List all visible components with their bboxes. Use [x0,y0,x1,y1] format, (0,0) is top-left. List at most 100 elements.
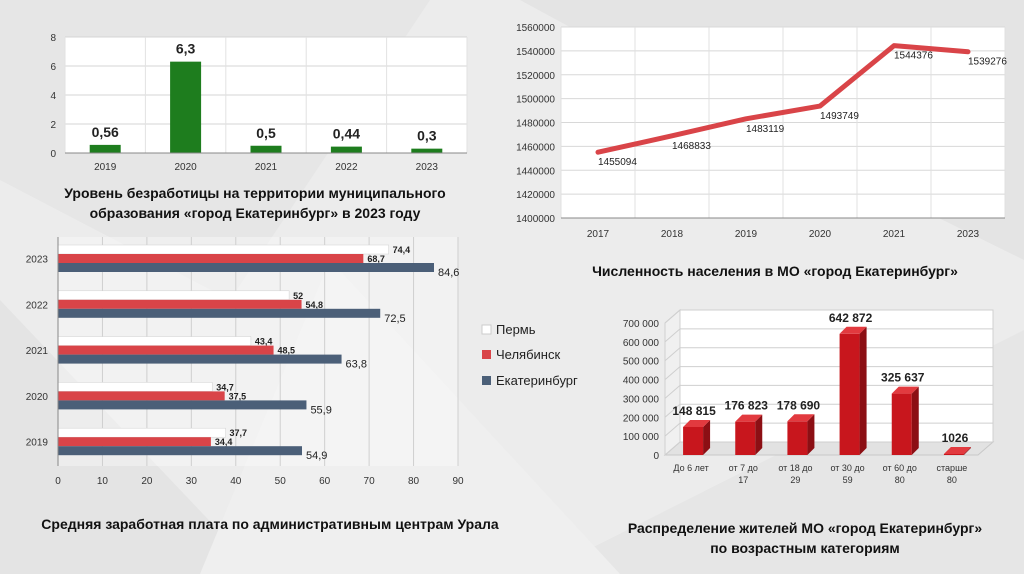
data-label: 642 872 [829,311,873,325]
legend-label: Пермь [496,322,536,337]
bar-top [683,419,711,427]
gridline [664,384,993,399]
bar [58,446,302,456]
age-caption-line2: по возрастным категориям [710,540,900,556]
gridline [664,366,993,380]
gridline [664,328,993,343]
x-tick-label: 70 [364,476,376,487]
gridline [664,347,993,362]
y-tick-label: 1400000 [516,214,555,225]
bar [787,421,808,455]
y-tick-label: 6 [50,62,56,73]
bar-top [839,326,867,334]
y-tick-label: 1500000 [516,95,555,106]
bar [58,345,274,355]
data-label: 176 823 [725,399,769,413]
y-tick-label: 2022 [26,300,49,311]
y-tick-label: 1480000 [516,119,555,130]
x-tick-label: 90 [452,476,464,487]
x-tick-label: 40 [230,476,242,487]
data-label: 34,4 [215,437,233,447]
bar [89,144,121,153]
age-caption-line1: Распределение жителей МО «город Екатерин… [627,520,983,536]
x-tick-label: 2021 [255,162,278,173]
bar [683,426,704,455]
data-label: 0,3 [417,128,437,144]
x-tick-label: 80 [408,476,420,487]
x-tick-label: от 7 до [729,463,758,473]
x-tick-label: 2019 [94,162,117,173]
legend-swatch [482,350,491,359]
x-tick-label: До 6 лет [673,463,708,473]
x-tick-label: 17 [738,475,748,485]
y-tick-label: 0 [50,149,56,160]
population-caption: Численность населения в МО «город Екатер… [592,263,958,279]
x-tick-label: 80 [947,475,957,485]
data-label: 84,6 [438,267,459,279]
y-tick-label: 2 [50,120,56,131]
data-label: 1544376 [894,51,933,62]
x-tick-label: 2023 [416,162,439,173]
x-tick-label: 59 [843,475,853,485]
bar [735,421,756,455]
data-label: 54,8 [306,300,324,310]
x-tick-label: 30 [186,476,198,487]
x-tick-label: 2023 [957,229,980,240]
series-line [595,43,971,155]
data-label: 0,56 [92,124,119,140]
data-label: 37,7 [230,428,248,438]
data-label: 0,44 [333,126,360,142]
x-tick-label: 2021 [883,229,906,240]
data-label: 43,4 [255,337,273,347]
bar [58,299,302,309]
x-tick-label: 60 [319,476,331,487]
bar [58,308,381,318]
y-tick-label: 500 000 [623,357,660,368]
data-label: 1539276 [968,57,1007,68]
data-label: 1483119 [746,124,785,135]
bar [170,61,202,153]
legend-swatch [481,324,492,335]
y-tick-label: 1440000 [516,166,555,177]
gridline [664,422,993,437]
data-label: 55,9 [310,404,331,416]
gridline [664,403,993,418]
data-label: 48,5 [278,346,296,356]
x-tick-label: 0 [55,476,61,487]
bar-side [963,447,971,455]
data-label: 63,8 [346,359,367,371]
data-label: 178 690 [777,398,821,412]
y-tick-label: 700 000 [623,319,660,330]
bar [58,400,307,410]
y-tick-label: 400 000 [623,376,660,387]
bar [839,333,860,455]
y-tick-label: 2019 [26,438,49,449]
x-tick-label: от 18 до [778,463,812,473]
data-label: 6,3 [176,41,196,57]
x-tick-label: 80 [895,475,905,485]
salary-caption: Средняя заработная плата по администрати… [41,516,499,532]
bar [58,263,434,272]
back-wall [679,309,994,443]
bar-side [755,414,763,455]
x-tick-label: 2017 [587,229,610,240]
age-caption: Распределение жителей МО «город Екатерин… [590,518,1020,558]
bar [943,454,964,455]
data-label: 1026 [942,431,969,445]
data-label: 74,4 [393,245,411,255]
x-tick-label: от 60 до [883,463,917,473]
legend-label: Екатеринбург [496,373,578,388]
unemployment-caption: Уровень безработицы на территории муници… [64,185,446,221]
x-tick-label: старше [937,463,968,473]
x-tick-label: 10 [97,476,109,487]
x-tick-label: от 30 до [830,463,864,473]
y-tick-label: 1460000 [516,142,555,153]
data-label: 52 [293,291,303,301]
bar [58,391,225,401]
y-tick-label: 1540000 [516,47,555,58]
gridline [664,309,993,324]
x-tick-label: 2020 [809,229,832,240]
